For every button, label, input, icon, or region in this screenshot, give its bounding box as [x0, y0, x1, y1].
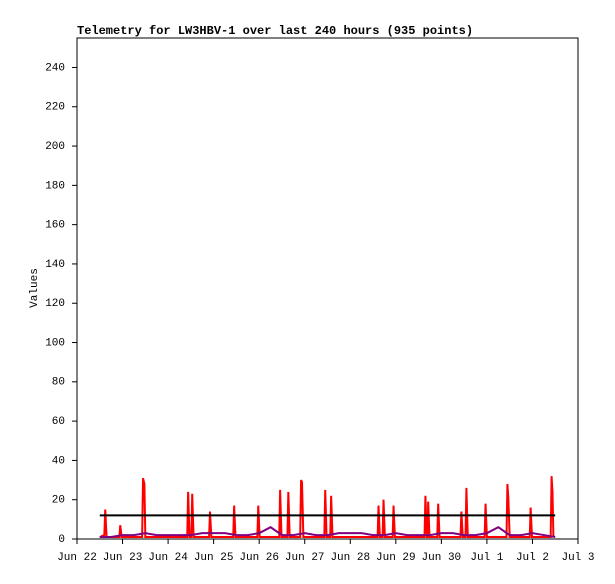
x-tick-label: Jun 25 — [194, 552, 234, 564]
y-axis-label: Values — [29, 268, 41, 308]
y-tick-label: 80 — [52, 377, 65, 389]
x-tick-label: Jun 22 — [57, 552, 97, 564]
x-tick-label: Jul 1 — [470, 552, 503, 564]
x-tick-label: Jun 29 — [376, 552, 416, 564]
y-tick-label: 220 — [45, 102, 65, 114]
y-tick-label: 20 — [52, 495, 65, 507]
x-tick-label: Jun 26 — [239, 552, 279, 564]
x-tick-label: Jun 27 — [285, 552, 325, 564]
x-tick-label: Jun 28 — [330, 552, 370, 564]
chart-title: Telemetry for LW3HBV-1 over last 240 hou… — [77, 24, 473, 38]
x-tick-label: Jun 23 — [103, 552, 143, 564]
y-tick-label: 0 — [58, 534, 65, 546]
y-tick-label: 40 — [52, 455, 65, 467]
y-tick-label: 60 — [52, 416, 65, 428]
x-tick-label: Jul 2 — [516, 552, 549, 564]
y-tick-label: 200 — [45, 141, 65, 153]
y-tick-label: 240 — [45, 62, 65, 74]
y-tick-label: 140 — [45, 259, 65, 271]
series-line — [99, 476, 555, 539]
x-tick-label: Jun 30 — [422, 552, 462, 564]
plot-frame — [76, 37, 579, 540]
x-tick-label: Jul 3 — [561, 552, 594, 564]
y-tick-label: 160 — [45, 220, 65, 232]
y-tick-label: 120 — [45, 298, 65, 310]
y-tick-label: 180 — [45, 180, 65, 192]
series-line — [99, 526, 556, 539]
x-tick-label: Jun 24 — [148, 552, 188, 564]
y-tick-label: 100 — [45, 337, 65, 349]
